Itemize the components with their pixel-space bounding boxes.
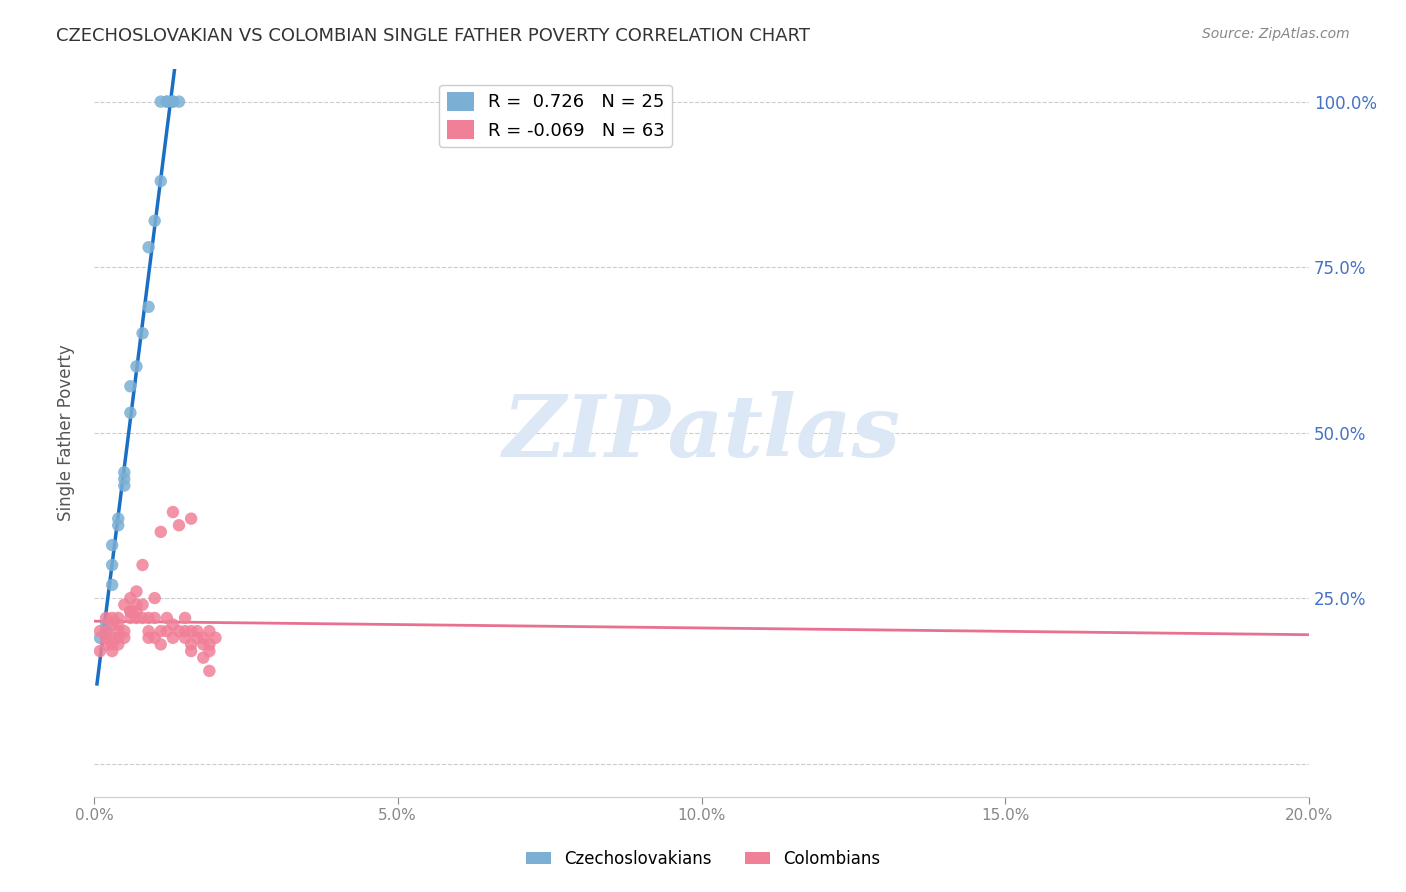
- Y-axis label: Single Father Poverty: Single Father Poverty: [58, 344, 75, 521]
- Point: [198, 637, 221, 651]
- Point: [193, 650, 215, 665]
- Point: [94, 631, 117, 645]
- Point: [198, 624, 221, 639]
- Point: [131, 598, 153, 612]
- Point: [167, 624, 190, 639]
- Text: ZIPatlas: ZIPatlas: [502, 391, 901, 475]
- Point: [162, 617, 184, 632]
- Point: [101, 578, 124, 592]
- Point: [120, 604, 142, 618]
- Point: [94, 624, 117, 639]
- Point: [101, 631, 124, 645]
- Point: [120, 611, 142, 625]
- Point: [125, 611, 148, 625]
- Point: [162, 95, 184, 109]
- Point: [156, 611, 179, 625]
- Point: [174, 624, 197, 639]
- Point: [101, 644, 124, 658]
- Point: [112, 478, 135, 492]
- Point: [156, 95, 179, 109]
- Point: [138, 240, 160, 254]
- Legend: R =  0.726   N = 25, R = -0.069   N = 63: R = 0.726 N = 25, R = -0.069 N = 63: [439, 85, 672, 147]
- Point: [107, 511, 129, 525]
- Point: [94, 624, 117, 639]
- Point: [138, 300, 160, 314]
- Point: [125, 359, 148, 374]
- Point: [101, 617, 124, 632]
- Point: [174, 611, 197, 625]
- Text: CZECHOSLOVAKIAN VS COLOMBIAN SINGLE FATHER POVERTY CORRELATION CHART: CZECHOSLOVAKIAN VS COLOMBIAN SINGLE FATH…: [56, 27, 810, 45]
- Point: [193, 637, 215, 651]
- Point: [143, 591, 166, 606]
- Point: [180, 511, 202, 525]
- Point: [107, 637, 129, 651]
- Point: [149, 624, 172, 639]
- Point: [107, 518, 129, 533]
- Point: [143, 214, 166, 228]
- Point: [162, 95, 184, 109]
- Point: [131, 611, 153, 625]
- Point: [131, 558, 153, 572]
- Point: [143, 631, 166, 645]
- Point: [107, 631, 129, 645]
- Point: [125, 598, 148, 612]
- Point: [107, 611, 129, 625]
- Point: [167, 518, 190, 533]
- Point: [138, 624, 160, 639]
- Point: [149, 637, 172, 651]
- Point: [120, 379, 142, 393]
- Point: [149, 174, 172, 188]
- Point: [120, 406, 142, 420]
- Point: [167, 95, 190, 109]
- Point: [138, 631, 160, 645]
- Point: [101, 611, 124, 625]
- Point: [107, 617, 129, 632]
- Point: [101, 558, 124, 572]
- Legend: Czechoslovakians, Colombians: Czechoslovakians, Colombians: [519, 844, 887, 875]
- Point: [156, 624, 179, 639]
- Point: [138, 611, 160, 625]
- Point: [112, 466, 135, 480]
- Point: [193, 631, 215, 645]
- Point: [131, 326, 153, 341]
- Point: [94, 611, 117, 625]
- Point: [180, 644, 202, 658]
- Point: [112, 598, 135, 612]
- Point: [204, 631, 226, 645]
- Point: [89, 644, 111, 658]
- Point: [198, 664, 221, 678]
- Point: [120, 591, 142, 606]
- Point: [101, 538, 124, 552]
- Point: [180, 637, 202, 651]
- Point: [125, 604, 148, 618]
- Point: [186, 631, 208, 645]
- Point: [180, 624, 202, 639]
- Point: [143, 611, 166, 625]
- Point: [89, 624, 111, 639]
- Point: [125, 584, 148, 599]
- Point: [112, 472, 135, 486]
- Point: [112, 624, 135, 639]
- Point: [89, 631, 111, 645]
- Point: [174, 631, 197, 645]
- Point: [162, 505, 184, 519]
- Text: Source: ZipAtlas.com: Source: ZipAtlas.com: [1202, 27, 1350, 41]
- Point: [156, 95, 179, 109]
- Point: [162, 631, 184, 645]
- Point: [120, 604, 142, 618]
- Point: [112, 631, 135, 645]
- Point: [107, 624, 129, 639]
- Point: [186, 624, 208, 639]
- Point: [94, 617, 117, 632]
- Point: [149, 95, 172, 109]
- Point: [101, 637, 124, 651]
- Point: [149, 524, 172, 539]
- Point: [94, 637, 117, 651]
- Point: [198, 644, 221, 658]
